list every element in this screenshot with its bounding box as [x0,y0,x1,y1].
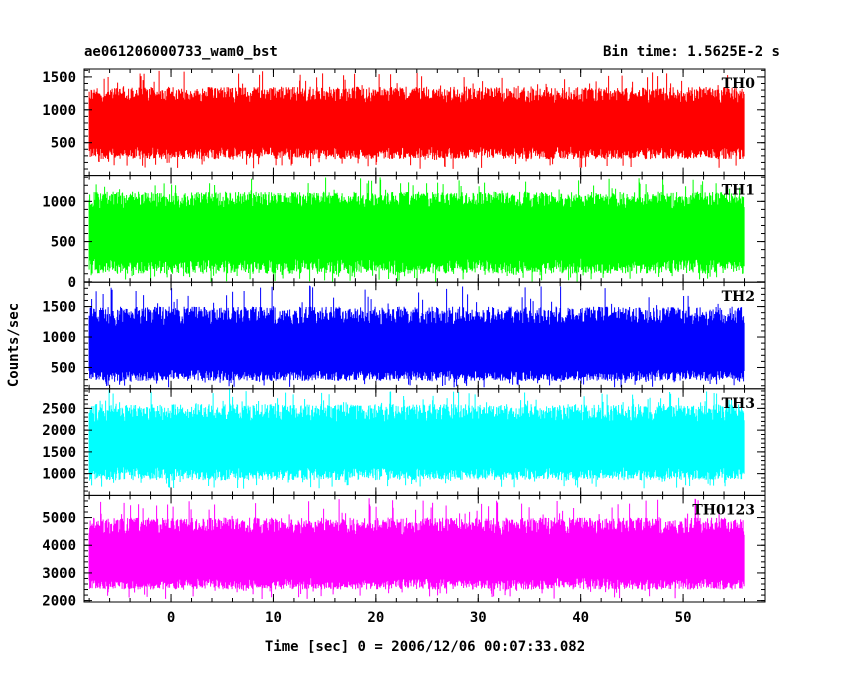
y-axis-label: Counts/sec [6,302,22,388]
panel-th0123-ytick-label: 5000 [42,511,76,527]
panel-th1-label: TH1 [722,183,755,199]
panel-th2-label: TH2 [722,289,755,305]
panel-th1-ytick-label: 1000 [42,194,76,210]
panel-th0-ytick-label: 1000 [42,103,76,119]
panel-th0123-ytick-label: 4000 [42,538,76,554]
series-th1-curve [88,177,745,282]
x-tick-label: 20 [367,610,384,626]
series-th0-curve [88,70,745,169]
panel-th0-ytick-label: 1500 [42,70,76,86]
bin-time-label: Bin time: 1.5625E-2 s [602,44,780,60]
panel-th2-ytick-label: 1000 [42,330,76,346]
panel-th0123-ytick-label: 2000 [42,594,76,610]
panel-th3-ytick-label: 1000 [42,467,76,483]
series-th3-curve [88,389,745,489]
series-th2-curve [88,285,745,388]
panel-th3-label: TH3 [722,396,755,412]
panel-th1-ytick-label: 0 [68,275,76,291]
panel-th3-ytick-label: 2500 [42,401,76,417]
x-tick-label: 0 [167,610,175,626]
panel-th0123-label: TH0123 [692,502,755,518]
panel-th3-ytick-label: 1500 [42,445,76,461]
panel-th2-ytick-label: 1500 [42,300,76,316]
series-th0123-curve [88,498,745,599]
x-tick-label: 10 [265,610,282,626]
x-tick-label: 30 [470,610,487,626]
x-tick-label: 40 [572,610,589,626]
plot-title: ae061206000733_wam0_bst [84,44,278,60]
panel-th0123-frame [83,494,766,603]
panel-th2-ytick-label: 500 [51,360,76,376]
panel-th0-ytick-label: 500 [51,136,76,152]
panel-th0123-ytick-label: 3000 [42,566,76,582]
panel-th3-ytick-label: 2000 [42,423,76,439]
x-tick-label: 50 [675,610,692,626]
panel-th0-label: TH0 [722,76,756,92]
x-axis-label: Time [sec] 0 = 2006/12/06 00:07:33.082 [264,639,586,655]
panel-th1-ytick-label: 500 [51,235,76,251]
